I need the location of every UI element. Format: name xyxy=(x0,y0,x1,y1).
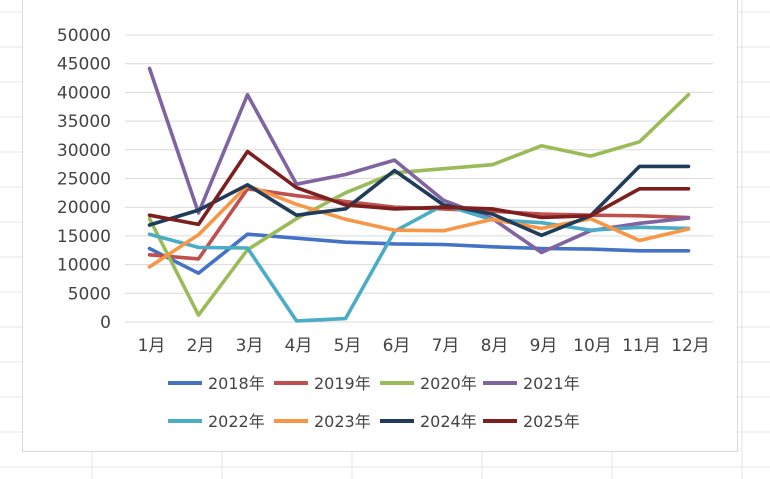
y-tick-label: 10000 xyxy=(57,256,111,276)
y-tick-label: 30000 xyxy=(57,141,111,161)
x-tick-label: 3月 xyxy=(236,336,264,356)
x-axis-labels: 1月 2月 3月 4月 5月 6月 7月 8月 9月 10月 11月 12月 xyxy=(138,336,710,356)
y-tick-label: 40000 xyxy=(57,83,111,103)
chart-container[interactable]: 0 5000 10000 15000 20000 25000 30000 35000 40000… xyxy=(22,0,738,452)
x-tick-label: 6月 xyxy=(383,336,411,356)
x-tick-label: 1月 xyxy=(138,336,166,356)
legend: 2018年 2019年 2020年 2021年 2022年 2023年 2024年 2025年 xyxy=(168,374,580,431)
x-tick-label: 2月 xyxy=(187,336,215,356)
x-tick-label: 12月 xyxy=(671,336,710,356)
y-tick-label: 0 xyxy=(100,313,111,333)
x-tick-label: 11月 xyxy=(622,336,661,356)
series-lines xyxy=(147,66,691,323)
y-tick-label: 15000 xyxy=(57,227,111,247)
legend-item: 2018年 xyxy=(168,374,265,393)
series-line-2024年 xyxy=(147,164,691,238)
x-tick-label: 5月 xyxy=(334,336,362,356)
x-tick-label: 10月 xyxy=(573,336,612,356)
legend-label: 2020年 xyxy=(420,374,477,393)
y-tick-label: 50000 xyxy=(57,26,111,46)
line-chart: 0 5000 10000 15000 20000 25000 30000 35000 40000… xyxy=(57,26,713,431)
legend-item: 2022年 xyxy=(168,412,265,431)
legend-label: 2018年 xyxy=(208,374,265,393)
legend-item: 2020年 xyxy=(380,374,477,393)
y-tick-label: 35000 xyxy=(57,112,111,132)
series-line-2023年 xyxy=(147,183,691,269)
legend-item: 2019年 xyxy=(274,374,371,393)
legend-label: 2022年 xyxy=(208,412,265,431)
legend-label: 2019年 xyxy=(314,374,371,393)
legend-item: 2023年 xyxy=(274,412,371,431)
y-tick-label: 45000 xyxy=(57,55,111,75)
legend-label: 2021年 xyxy=(523,374,580,393)
x-tick-label: 8月 xyxy=(481,336,509,356)
y-axis-labels: 0 5000 10000 15000 20000 25000 30000 35000 40000… xyxy=(57,26,111,333)
legend-label: 2024年 xyxy=(420,412,477,431)
legend-label: 2023年 xyxy=(314,412,371,431)
legend-item: 2024年 xyxy=(380,412,477,431)
series-line-2018年 xyxy=(147,232,691,276)
legend-item: 2025年 xyxy=(483,412,580,431)
series-line-2025年 xyxy=(147,149,691,227)
y-tick-label: 20000 xyxy=(57,198,111,218)
series-line-2020年 xyxy=(147,92,691,317)
legend-item: 2021年 xyxy=(483,374,580,393)
y-tick-label: 25000 xyxy=(57,170,111,190)
series-line-2022年 xyxy=(147,203,691,323)
x-tick-label: 4月 xyxy=(285,336,313,356)
x-tick-label: 9月 xyxy=(530,336,558,356)
y-tick-label: 5000 xyxy=(68,284,111,304)
legend-label: 2025年 xyxy=(523,412,580,431)
x-tick-label: 7月 xyxy=(432,336,460,356)
